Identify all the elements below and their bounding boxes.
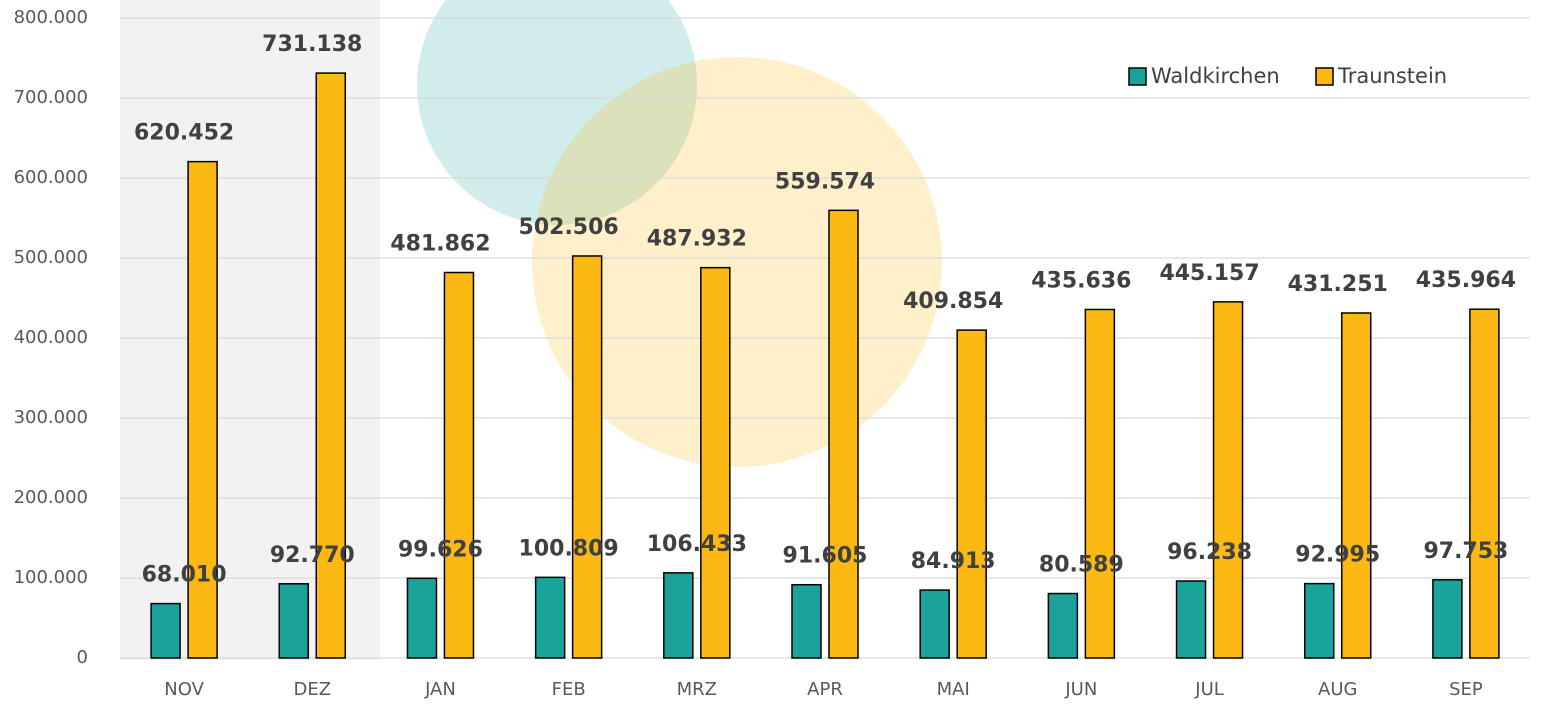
x-tick-label: SEP [1449,679,1483,700]
grid [120,17,1530,659]
bar [571,255,603,659]
data-label: 431.251 [1288,272,1388,297]
data-label: 559.574 [775,169,875,194]
data-label: 445.157 [1159,261,1259,286]
x-tick-label: AUG [1318,679,1357,700]
bar [700,266,731,659]
bar [534,576,566,659]
bar [187,160,218,659]
y-tick-label: 700.000 [14,87,88,108]
data-label: 91.605 [783,544,868,569]
y-tick-label: 400.000 [14,327,88,348]
marks [150,72,1500,659]
bar [150,602,181,659]
bar [278,583,310,659]
y-tick-label: 800.000 [14,7,88,28]
bar [443,271,475,659]
data-label: 92.995 [1295,543,1380,568]
data-label: 487.932 [647,227,747,252]
bar [406,577,438,659]
x-tick-label: DEZ [293,679,331,700]
legend-swatch [1315,67,1334,86]
data-label: 92.770 [270,543,355,568]
bar [791,583,822,659]
bar [1469,308,1500,659]
y-tick-label: 0 [77,647,88,668]
bar [1432,579,1463,659]
bar [315,72,347,659]
x-tick-label: JUL [1194,679,1224,700]
bar [919,589,950,659]
data-label: 731.138 [262,32,362,57]
data-label: 97.753 [1423,539,1508,564]
data-label: 502.506 [519,215,619,240]
x-tick-label: FEB [552,679,586,700]
data-label: 435.636 [1031,268,1131,293]
bar [1212,301,1244,659]
legend-swatch [1128,67,1147,86]
data-label: 409.854 [903,289,1003,314]
x-tick-label: JUN [1064,679,1097,700]
data-label: 68.010 [142,563,227,588]
data-label: 100.809 [519,536,619,561]
bar [1047,592,1079,659]
data-label: 481.862 [390,232,490,257]
data-label: 96.238 [1167,540,1252,565]
bar [663,572,694,659]
data-label: 80.589 [1039,553,1124,578]
y-tick-label: 600.000 [14,167,88,188]
data-label: 620.452 [134,121,234,146]
bar [1084,308,1116,659]
x-tick-label: MAI [937,679,970,700]
data-label: 99.626 [398,537,483,562]
legend-label: Traunstein [1337,64,1447,88]
y-tick-label: 300.000 [14,407,88,428]
data-label: 435.964 [1416,268,1516,293]
x-tick-label: JAN [424,679,456,700]
background-circle [417,0,697,225]
data-label: 106.433 [647,532,747,557]
x-tick-label: NOV [164,679,204,700]
bar [828,209,859,659]
bar [956,329,987,659]
bar [1175,580,1207,659]
y-tick-label: 100.000 [14,567,88,588]
bar [1303,582,1335,659]
legend-label: Waldkirchen [1151,64,1280,88]
x-tick-label: APR [807,679,843,700]
y-tick-label: 500.000 [14,247,88,268]
data-label: 84.913 [911,549,996,574]
y-tick-label: 200.000 [14,487,88,508]
bar [1340,312,1372,659]
x-tick-label: MRZ [677,679,717,700]
